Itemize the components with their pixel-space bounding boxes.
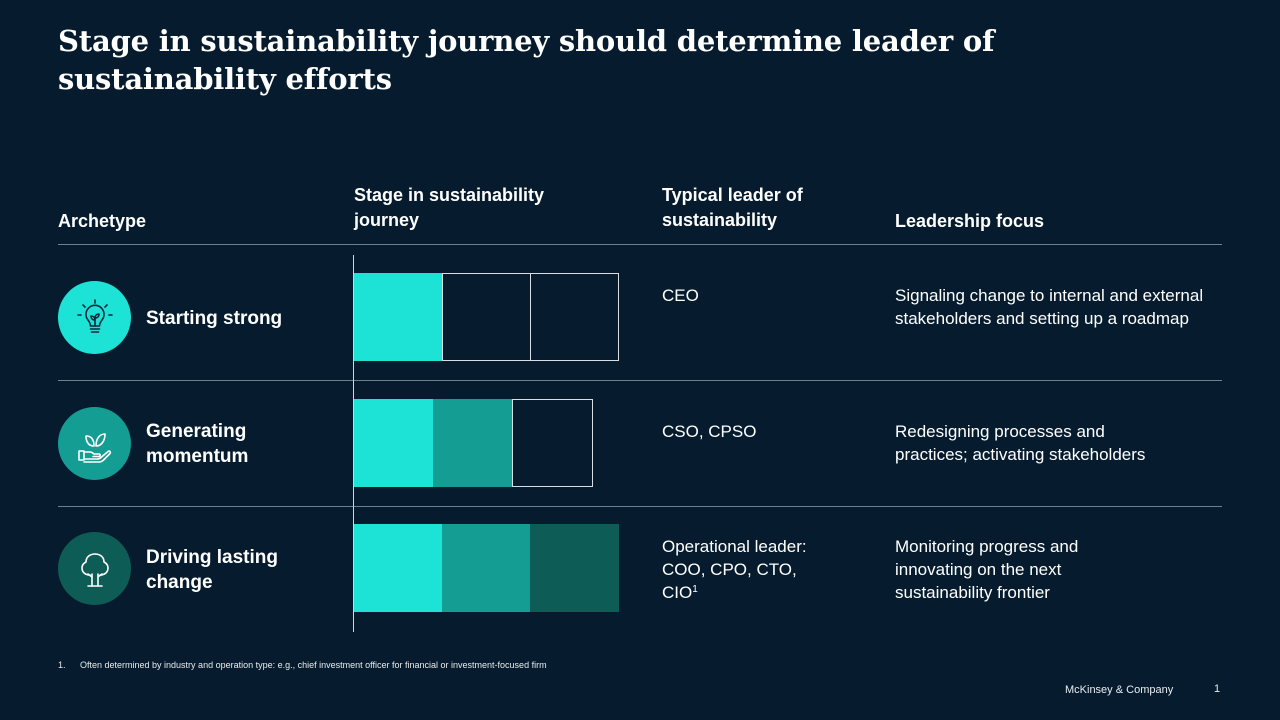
focus-text: Redesigning processes and practices; act… [895,420,1215,466]
stage-bar-empty [442,273,531,361]
stage-header-line1: Stage in sustainability [354,185,545,205]
archetype-name-line1: Generating [146,421,247,442]
focus-text-line1: Redesigning processes and [895,422,1105,441]
stage-axis-line [353,255,354,632]
focus-text-line2: innovating on the next [895,560,1062,579]
stage-bar-empty [512,399,593,487]
leader-text-line3: CIO [662,583,693,602]
footnote-text: Often determined by industry and operati… [80,660,547,670]
leader-header-line1: Typical leader of [662,185,803,205]
stage-bar-filled [354,524,442,612]
archetype-name: Driving lasting change [146,545,336,595]
header-divider [58,244,1222,245]
stage-bar-empty [530,273,619,361]
stage-header-line2: journey [354,210,420,230]
page-title: Stage in sustainability journey should d… [58,24,995,96]
footnote-marker: 1 [692,584,698,595]
brand-name: McKinsey & Company [1065,684,1174,696]
archetype-name-line1: Driving lasting [146,547,278,568]
archetype-name-line2: momentum [146,446,249,467]
footnote-number: 1. [58,660,66,670]
row-divider-1 [58,380,1222,381]
footnote: 1. Often determined by industry and opera… [58,660,547,670]
leader-text: CEO [662,286,699,305]
lightbulb-plant-icon [58,281,131,354]
archetype-name-line2: change [146,572,213,593]
leader-header-line2: sustainability [662,210,778,230]
leader-text-line1: Operational leader: [662,537,807,556]
archetype-name: Generating momentum [146,419,336,469]
stage-header: Stage in sustainability journey [354,183,624,233]
focus-text-line2: practices; activating stakeholders [895,445,1146,464]
page-number: 1 [1214,683,1221,695]
stage-bar-filled [442,524,531,612]
archetype-header: Archetype [58,211,147,231]
stage-bar-filled [530,524,619,612]
tree-icon [58,532,131,605]
leader-text: CSO, CPSO [662,422,757,441]
leader-header: Typical leader of sustainability [662,183,882,233]
focus-text-line1: Monitoring progress and [895,537,1079,556]
focus-text: Monitoring progress and innovating on th… [895,535,1215,604]
archetype-name: Starting strong [146,308,283,329]
stage-bar-filled [433,399,513,487]
stage-bar-filled [354,273,442,361]
leader-text-line2: COO, CPO, CTO, [662,560,797,579]
leader-text: Operational leader: COO, CPO, CTO, CIO1 [662,535,862,604]
row-divider-2 [58,506,1222,507]
focus-text-line3: sustainability frontier [895,583,1050,602]
hand-leaf-icon [58,407,131,480]
focus-header: Leadership focus [895,211,1045,231]
stage-bar-filled [354,399,433,487]
focus-text: Signaling change to internal and externa… [895,286,1204,328]
